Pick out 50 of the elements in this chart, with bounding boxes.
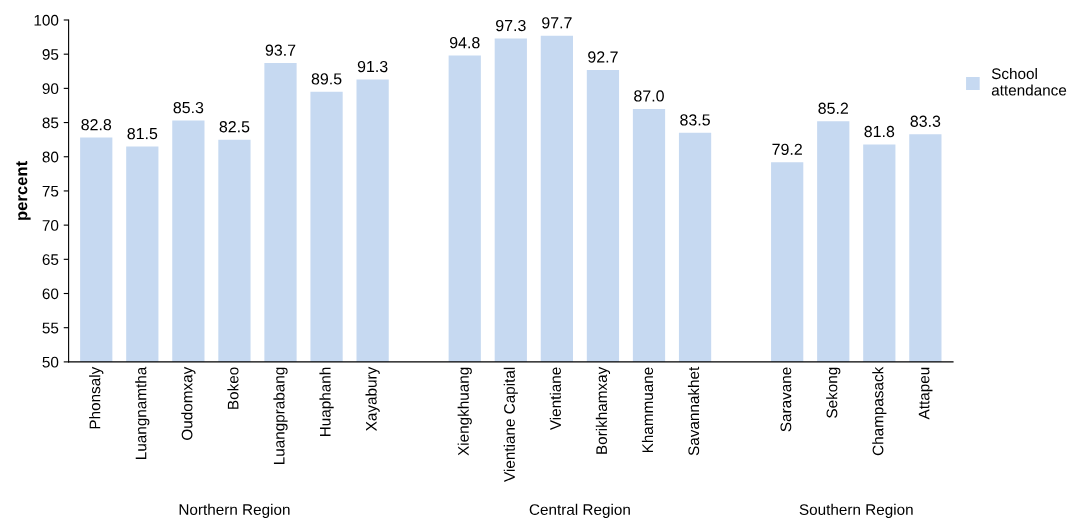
- data-label: 81.8: [864, 125, 895, 138]
- x-tick-label: Oudomxay: [181, 366, 196, 440]
- x-tick-label: Xayabury: [365, 366, 380, 431]
- data-label: 79.2: [772, 143, 802, 155]
- y-tick-label: 75: [42, 185, 59, 197]
- y-tick-label: 55: [42, 322, 59, 334]
- data-label: 92.7: [588, 51, 618, 63]
- legend-label: School attendance: [991, 67, 1067, 96]
- data-label: 82.5: [219, 121, 250, 133]
- data-label: 85.2: [818, 102, 848, 114]
- y-tick-label: 90: [42, 83, 59, 95]
- y-tick-label: 85: [42, 117, 59, 129]
- y-tick-label: 70: [42, 220, 59, 231]
- data-label: 87.0: [634, 90, 664, 102]
- x-tick-label: Huaphanh: [319, 367, 334, 436]
- data-label: 97.7: [542, 17, 572, 29]
- y-tick-label: 95: [42, 49, 59, 60]
- x-tick-label: Bokeo: [227, 367, 239, 409]
- x-tick-label: Luangprabang: [273, 367, 288, 465]
- y-tick-label: 100: [34, 14, 59, 26]
- data-label: 83.5: [680, 114, 710, 126]
- text: Southern Region: [799, 503, 913, 519]
- x-tick-label: Champasack: [872, 366, 887, 456]
- text: Central Region: [529, 503, 630, 519]
- x-tick-label: Khammuane: [641, 367, 654, 453]
- x-tick-label: Borikhamxay: [595, 366, 611, 454]
- data-label: 83.3: [910, 115, 941, 127]
- data-label: 85.3: [173, 101, 204, 114]
- x-tick-label: Attapeu: [918, 367, 933, 420]
- data-label: 89.5: [311, 73, 342, 85]
- y-tick-label: 80: [42, 151, 59, 163]
- x-tick-label: Luangnamtha: [135, 366, 150, 459]
- y-tick-label: 50: [42, 356, 59, 368]
- x-tick-label: Saravane: [780, 367, 792, 432]
- y-axis-title: percent: [16, 161, 31, 220]
- data-label: 82.8: [81, 119, 112, 131]
- x-tick-label: Xiengkhuang: [457, 367, 472, 456]
- y-tick-label: 65: [42, 254, 59, 265]
- data-label: 81.5: [127, 127, 158, 140]
- data-label: 91.3: [357, 60, 388, 73]
- text: Northern Region: [179, 503, 290, 519]
- x-tick-label: Sekong: [826, 367, 841, 418]
- data-label: 97.3: [496, 19, 526, 32]
- x-tick-label: Vientiane: [549, 367, 561, 431]
- data-label: 94.8: [449, 36, 480, 49]
- data-label: 93.7: [265, 44, 296, 56]
- y-tick-label: 60: [42, 288, 59, 300]
- x-tick-label: Phonsaly: [89, 366, 104, 429]
- x-tick-label: Vientiane Capital: [503, 367, 518, 482]
- x-tick-label: Savannakhet: [687, 366, 700, 456]
